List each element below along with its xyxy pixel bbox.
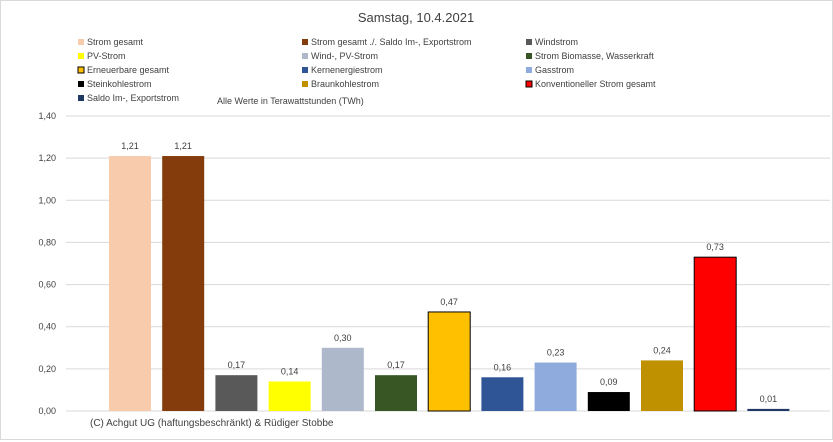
legend-swatch — [526, 67, 532, 73]
data-label: 0,09 — [600, 377, 618, 387]
bar — [215, 375, 258, 411]
data-label: 0,23 — [547, 348, 565, 358]
legend-label: PV-Strom — [87, 51, 126, 61]
bar — [427, 311, 471, 412]
bar — [321, 347, 364, 411]
y-tick-label: 0,00 — [38, 406, 56, 416]
bar — [268, 381, 311, 411]
legend-swatch — [302, 53, 308, 59]
legend-swatch — [78, 53, 84, 59]
data-label: 0,47 — [440, 297, 458, 307]
y-tick-label: 1,00 — [38, 195, 56, 205]
legend-swatch — [302, 81, 308, 87]
legend-swatch — [525, 80, 533, 88]
legend-swatch — [78, 39, 84, 45]
legend-label: Saldo Im-, Exportstrom — [87, 93, 179, 103]
data-label: 0,01 — [760, 394, 778, 404]
legend-label: Erneuerbare gesamt — [87, 65, 170, 75]
legend-swatch — [302, 39, 308, 45]
bar — [375, 375, 417, 411]
units-note: Alle Werte in Terawattstunden (TWh) — [217, 96, 364, 106]
y-tick-label: 1,40 — [38, 111, 56, 121]
legend-label: Strom gesamt ./. Saldo Im-, Exportstrom — [311, 37, 472, 47]
legend-label: Braunkohlestrom — [311, 79, 379, 89]
y-tick-label: 0,40 — [38, 322, 56, 332]
chart-title: Samstag, 10.4.2021 — [358, 10, 474, 25]
legend-label: Steinkohlestrom — [87, 79, 152, 89]
legend-swatch — [302, 67, 308, 73]
bar — [162, 156, 205, 411]
bar — [481, 377, 524, 411]
legend-label: Gasstrom — [535, 65, 574, 75]
legend-label: Windstrom — [535, 37, 578, 47]
data-label: 0,24 — [653, 345, 671, 355]
legend-swatch — [78, 95, 84, 101]
bar — [641, 360, 683, 411]
bar — [693, 256, 737, 412]
legend-label: Strom Biomasse, Wasserkraft — [535, 51, 654, 61]
bar — [534, 362, 577, 411]
bar — [587, 392, 630, 411]
y-tick-label: 0,60 — [38, 280, 56, 290]
data-label: 0,30 — [334, 333, 352, 343]
data-label: 0,17 — [228, 360, 246, 370]
legend-swatch — [77, 66, 85, 74]
y-tick-label: 0,20 — [38, 364, 56, 374]
data-label: 1,21 — [121, 141, 139, 151]
copyright-footer: (C) Achgut UG (haftungsbeschränkt) & Rüd… — [90, 418, 334, 429]
legend-label: Konventioneller Strom gesamt — [535, 79, 656, 89]
legend-label: Kernenergiestrom — [311, 65, 383, 75]
legend-swatch — [526, 39, 532, 45]
data-label: 1,21 — [174, 141, 192, 151]
data-label: 0,73 — [706, 242, 724, 252]
data-label: 0,14 — [281, 367, 299, 377]
legend-swatch — [78, 81, 84, 87]
bar — [747, 408, 790, 411]
bar — [109, 156, 151, 411]
legend: Strom gesamt Strom gesamt ./. Saldo Im-, … — [77, 37, 656, 103]
legend-label: Wind-, PV-Strom — [311, 51, 378, 61]
data-labels: 1,21 1,21 0,17 0,14 0,30 0,17 0,47 0,16 0,23 0,09… — [121, 141, 777, 404]
y-axis: 0,00 0,20 0,40 0,60 0,80 1,00 1,20 1,40 — [38, 111, 56, 416]
y-tick-label: 1,20 — [38, 153, 56, 163]
data-label: 0,17 — [387, 360, 405, 370]
bars — [109, 156, 790, 412]
legend-label: Strom gesamt — [87, 37, 144, 47]
y-tick-label: 0,80 — [38, 237, 56, 247]
legend-swatch — [526, 53, 532, 59]
data-label: 0,16 — [494, 362, 512, 372]
